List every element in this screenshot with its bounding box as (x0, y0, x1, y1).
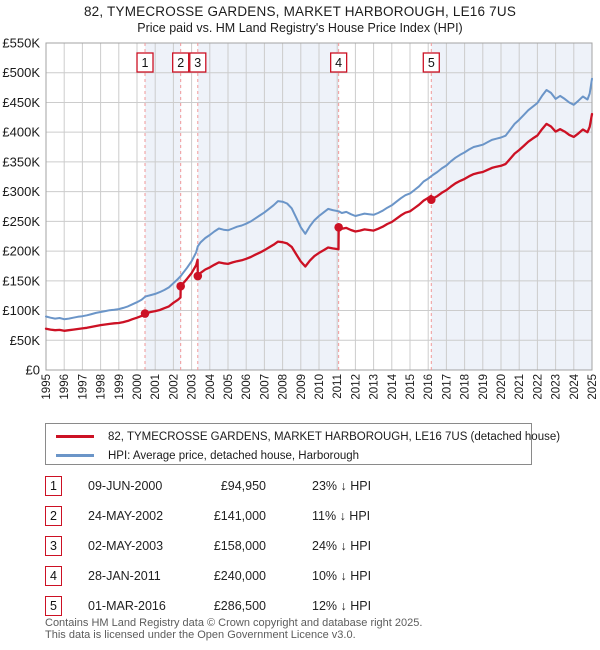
price-paid-line-swatch (56, 435, 94, 438)
sale-number-badge: 3 (45, 536, 62, 556)
svg-text:2023: 2023 (551, 374, 563, 400)
sale-vs-hpi: 10% ↓ HPI (312, 569, 372, 583)
svg-text:4: 4 (335, 56, 342, 70)
svg-text:2025: 2025 (587, 374, 599, 400)
sale-number-badge: 1 (45, 476, 62, 496)
svg-text:£100K: £100K (2, 303, 40, 318)
svg-text:2003: 2003 (187, 374, 199, 400)
svg-text:2022: 2022 (532, 374, 544, 400)
svg-text:£300K: £300K (2, 184, 40, 199)
svg-text:2011: 2011 (332, 374, 344, 399)
svg-text:£450K: £450K (2, 95, 40, 110)
svg-text:2004: 2004 (205, 373, 217, 399)
svg-text:2009: 2009 (296, 374, 308, 400)
table-row: 1 09-JUN-2000 £94,950 23% ↓ HPI (0, 476, 600, 496)
chart-legend: 82, TYMECROSSE GARDENS, MARKET HARBOROUG… (45, 423, 560, 465)
svg-text:£500K: £500K (2, 65, 40, 80)
sale-vs-hpi: 11% ↓ HPI (312, 509, 371, 523)
sale-price: £141,000 (213, 509, 266, 523)
svg-text:2018: 2018 (460, 374, 472, 400)
svg-text:1998: 1998 (96, 374, 108, 400)
sale-price: £158,000 (213, 539, 266, 553)
price-history-chart: 1 2 3 4 5£0£50K£100K£150K£200K£250K£300K£350… (2, 36, 599, 400)
svg-text:2005: 2005 (223, 374, 235, 400)
legend-item-hpi: HPI: Average price, detached house, Harb… (46, 446, 531, 465)
license-line-2: This data is licensed under the Open Gov… (45, 628, 356, 641)
svg-text:2012: 2012 (350, 374, 362, 400)
svg-text:£0: £0 (26, 363, 40, 378)
svg-text:2021: 2021 (514, 374, 526, 400)
svg-text:2013: 2013 (369, 374, 381, 400)
svg-text:2020: 2020 (496, 374, 508, 400)
sale-vs-hpi: 24% ↓ HPI (312, 539, 372, 553)
table-row: 4 28-JAN-2011 £240,000 10% ↓ HPI (0, 566, 600, 586)
svg-text:2: 2 (177, 56, 184, 70)
sale-number-badge: 2 (45, 506, 62, 526)
svg-text:2000: 2000 (132, 374, 144, 400)
license-footer: Contains HM Land Registry data © Crown c… (45, 617, 423, 641)
legend-label-price-paid: 82, TYMECROSSE GARDENS, MARKET HARBOROUG… (108, 430, 561, 443)
svg-text:£550K: £550K (2, 36, 40, 51)
svg-text:1995: 1995 (41, 374, 53, 400)
svg-text:2015: 2015 (405, 374, 417, 400)
sale-date: 28-JAN-2011 (88, 569, 161, 583)
sale-date: 02-MAY-2003 (88, 539, 164, 553)
svg-text:£350K: £350K (2, 154, 40, 169)
svg-text:5: 5 (428, 56, 435, 70)
svg-text:1997: 1997 (77, 374, 89, 400)
svg-text:2016: 2016 (423, 374, 435, 400)
table-row: 2 24-MAY-2002 £141,000 11% ↓ HPI (0, 506, 600, 526)
svg-text:£400K: £400K (2, 125, 40, 140)
svg-text:2006: 2006 (241, 374, 253, 400)
svg-text:2017: 2017 (441, 374, 453, 400)
svg-text:£50K: £50K (10, 333, 41, 348)
svg-text:2010: 2010 (314, 374, 326, 400)
sale-price: £240,000 (213, 569, 266, 583)
sale-date: 01-MAR-2016 (88, 599, 166, 613)
svg-text:2008: 2008 (278, 374, 290, 400)
sale-number-badge: 5 (45, 596, 62, 616)
page-subtitle: Price paid vs. HM Land Registry's House … (137, 21, 463, 35)
sale-price: £94,950 (220, 479, 266, 493)
legend-label-hpi: HPI: Average price, detached house, Harb… (108, 449, 360, 462)
svg-text:2019: 2019 (478, 374, 490, 400)
svg-text:1996: 1996 (59, 374, 71, 400)
svg-text:£150K: £150K (2, 273, 40, 288)
svg-text:2014: 2014 (387, 373, 399, 399)
sale-vs-hpi: 23% ↓ HPI (312, 479, 372, 493)
license-line-1: Contains HM Land Registry data © Crown c… (45, 617, 423, 629)
svg-text:1999: 1999 (114, 374, 126, 400)
sale-price: £286,500 (213, 599, 266, 613)
page-title: 82, TYMECROSSE GARDENS, MARKET HARBOROUG… (83, 4, 517, 19)
svg-text:1: 1 (142, 56, 149, 70)
svg-text:£200K: £200K (2, 244, 40, 259)
sale-number-badge: 4 (45, 566, 62, 586)
sale-date: 24-MAY-2002 (88, 509, 164, 523)
svg-text:2007: 2007 (259, 374, 271, 400)
legend-item-price-paid: 82, TYMECROSSE GARDENS, MARKET HARBOROUG… (46, 427, 560, 446)
sale-date: 09-JUN-2000 (88, 479, 163, 493)
svg-text:3: 3 (194, 56, 201, 70)
svg-text:£250K: £250K (2, 214, 40, 229)
svg-text:2024: 2024 (569, 373, 581, 399)
svg-text:2001: 2001 (150, 374, 162, 400)
sale-vs-hpi: 12% ↓ HPI (312, 599, 372, 613)
table-row: 3 02-MAY-2003 £158,000 24% ↓ HPI (0, 536, 600, 556)
svg-text:2002: 2002 (168, 374, 180, 400)
hpi-line-swatch (56, 454, 94, 457)
table-row: 5 01-MAR-2016 £286,500 12% ↓ HPI (0, 596, 600, 616)
